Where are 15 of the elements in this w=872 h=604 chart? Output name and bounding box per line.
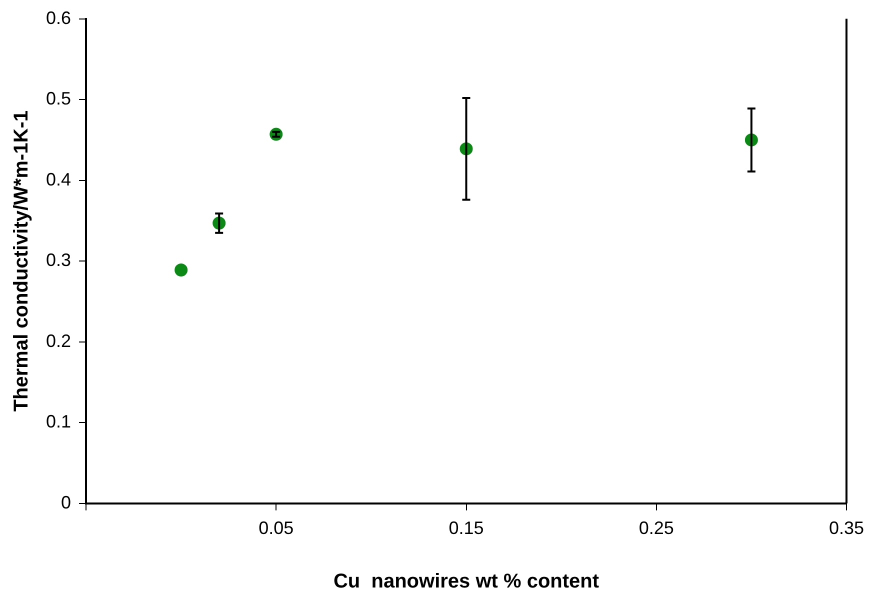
- y-tick-label: 0.4: [46, 169, 72, 190]
- y-tick-label: 0.6: [46, 8, 72, 28]
- y-tick-label: 0.1: [46, 412, 72, 432]
- y-axis-title: Thermal conductivity/W*m-1K-1: [10, 110, 33, 412]
- y-tick-label: 0.3: [46, 250, 72, 270]
- point: [174, 263, 188, 276]
- y-tick-label: 0.2: [46, 330, 72, 351]
- y-tick-label: 0: [61, 492, 72, 512]
- x-tick-label: 0.05: [258, 518, 294, 538]
- x-tick-label: 0.25: [638, 518, 674, 538]
- x-tick-label: 0.15: [448, 518, 484, 538]
- y-tick-label: 0.5: [46, 88, 72, 109]
- point: [270, 128, 283, 141]
- x-axis-title: Cu nanowires wt % content: [333, 570, 600, 593]
- x-tick-label: 0.35: [828, 518, 864, 538]
